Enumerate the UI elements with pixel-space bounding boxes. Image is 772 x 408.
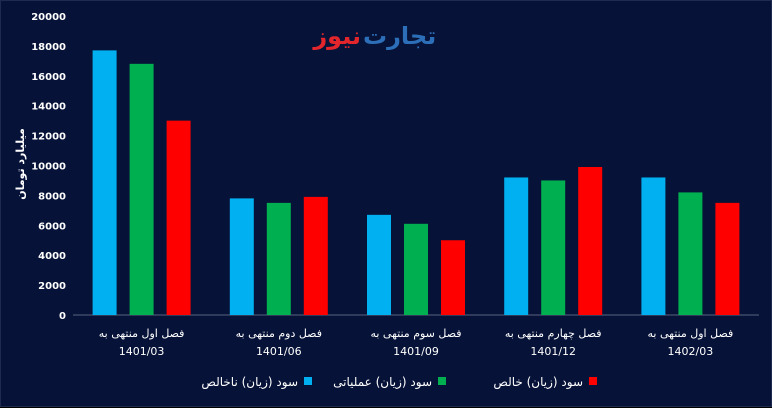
logo: نیوز تجارت — [312, 22, 436, 50]
legend: سود (زیان) خالص سود (زیان) عملیاتی سود (زی… — [201, 375, 597, 390]
y-tick-label: 2000 — [38, 281, 66, 292]
logo-red-text: نیوز — [312, 22, 361, 50]
x-category-label: فصل اول منتهی به — [99, 327, 185, 340]
legend-swatch — [438, 377, 446, 385]
x-axis-categories: فصل اول منتهی به 1401/03 فصل دوم منتهی به 1… — [99, 327, 734, 358]
y-tick-label: 10000 — [31, 162, 66, 173]
y-axis-label: میلیارد تومان — [14, 128, 27, 200]
x-category-label: فصل چهارم منتهی به — [505, 327, 602, 340]
bar — [229, 198, 254, 315]
legend-swatch — [589, 377, 597, 385]
bar — [441, 240, 465, 315]
bar — [678, 192, 703, 315]
y-tick-label: 8000 — [38, 191, 66, 202]
y-tick-label: 0 — [59, 311, 66, 322]
x-category-date: 1401/12 — [530, 345, 576, 358]
x-category-date: 1401/09 — [393, 345, 439, 358]
y-tick-label: 12000 — [31, 132, 66, 143]
bar — [166, 120, 191, 316]
y-tick-label: 4000 — [38, 251, 66, 262]
x-category-date: 1401/06 — [256, 345, 302, 358]
x-category-label: فصل سوم منتهی به — [370, 327, 461, 340]
y-tick-label: 16000 — [31, 72, 66, 83]
x-category-date: 1401/03 — [119, 345, 165, 358]
bar — [303, 196, 328, 315]
logo-blue-text: تجارت — [363, 22, 436, 50]
y-axis-ticks: 0 2000 4000 6000 8000 10000 12000 14000 16000 180… — [31, 12, 66, 322]
legend-entry: سود (زیان) ناخالص — [201, 375, 298, 390]
bar — [266, 202, 291, 315]
bar — [541, 180, 566, 315]
legend-swatch — [304, 377, 312, 385]
bar — [129, 63, 154, 316]
y-tick-label: 18000 — [31, 42, 66, 53]
y-tick-label: 14000 — [31, 102, 66, 113]
bar — [504, 177, 529, 315]
bars — [92, 50, 740, 316]
bar — [404, 223, 428, 315]
bar — [578, 166, 603, 315]
legend-entry: سود (زیان) خالص — [493, 375, 583, 390]
bar — [715, 202, 740, 315]
x-category-label: فصل اول منتهی به — [648, 327, 734, 340]
y-tick-label: 20000 — [31, 12, 66, 23]
x-category-label: فصل دوم منتهی به — [236, 327, 322, 340]
x-category-date: 1402/03 — [668, 345, 714, 358]
y-tick-label: 6000 — [38, 221, 66, 232]
bar — [92, 50, 117, 315]
bar — [367, 214, 391, 315]
legend-entry: سود (زیان) عملیاتی — [333, 375, 432, 390]
bar — [641, 177, 666, 315]
